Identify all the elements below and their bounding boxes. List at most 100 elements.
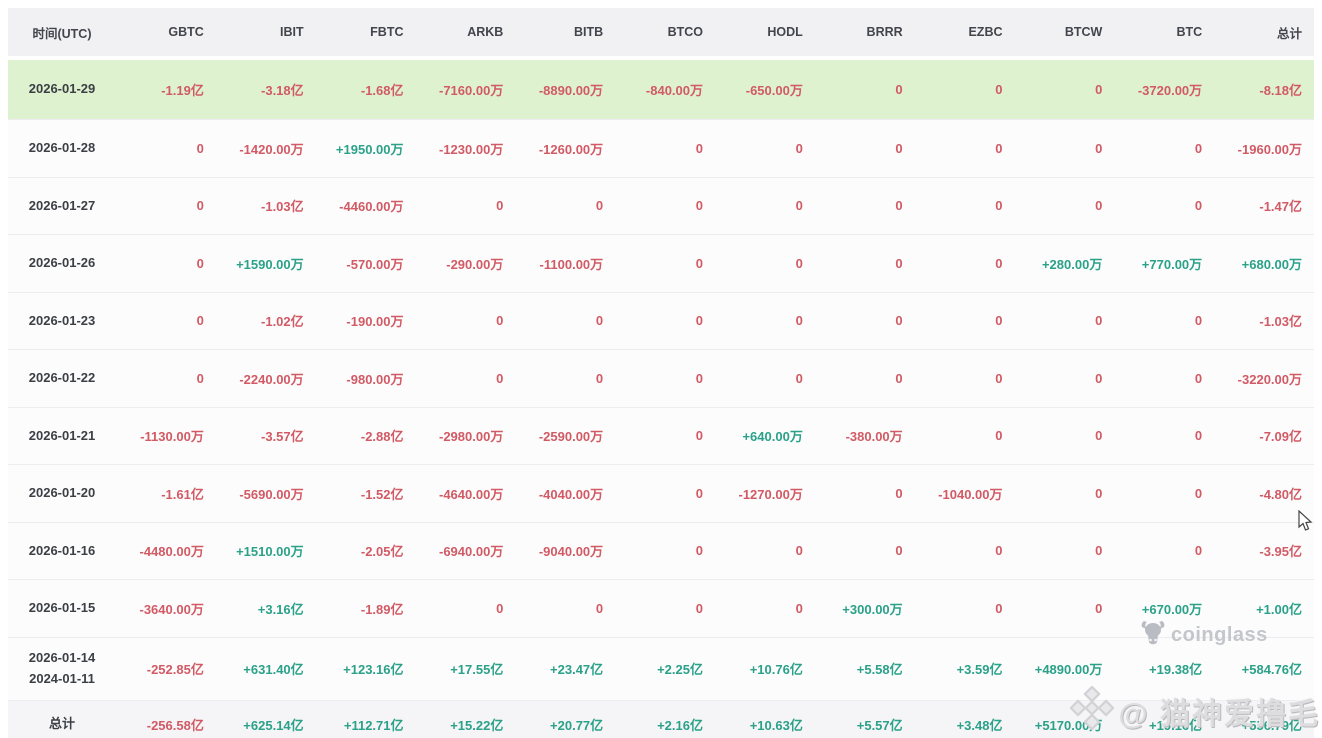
value-cell-btcw: +4890.00万	[1034, 662, 1103, 677]
value-cell-gbtc: 0	[196, 370, 204, 386]
total-row: 总计 -256.58亿 +625.14亿 +112.71亿 +15.22亿 +20.77亿…	[8, 700, 1314, 738]
value-cell-btco: 0	[695, 370, 703, 386]
value-cell-brrr: 0	[895, 198, 903, 214]
value-cell-btc: +19.16亿	[1149, 718, 1203, 733]
value-cell-btco: 0	[695, 428, 703, 444]
value-cell-ezbc: 0	[995, 600, 1003, 616]
value-cell-brrr: 0	[895, 543, 903, 559]
value-cell-fbtc: -2.88亿	[360, 429, 404, 445]
value-cell-ibit: +631.40亿	[243, 662, 304, 677]
value-cell-brrr: +5.57亿	[856, 718, 903, 733]
column-header-bitb[interactable]: BITB	[573, 25, 604, 39]
value-cell-total: +584.76亿	[1241, 662, 1302, 677]
value-cell-bitb: 0	[595, 313, 604, 329]
value-cell-btcw: 0	[1095, 82, 1103, 97]
value-cell-brrr: 0	[895, 82, 903, 97]
value-cell-total: +556.79亿	[1241, 718, 1302, 733]
value-cell-brrr: -380.00万	[845, 429, 903, 445]
value-cell-gbtc: 0	[196, 313, 204, 329]
table-row: 2026-01-28 0 -1420.00万 +1950.00万 -1230.00万 -1…	[8, 120, 1314, 178]
table-row: 2026-01-22 0 -2240.00万 -980.00万 0 0 0 0 0 0 0 0 -322…	[8, 350, 1314, 408]
date-cell: 2026-01-21	[28, 427, 96, 443]
value-cell-arkb: -7160.00万	[439, 83, 504, 98]
value-cell-btco: 0	[695, 140, 703, 156]
value-cell-ezbc: 0	[995, 428, 1003, 444]
column-header-arkb[interactable]: ARKB	[467, 25, 504, 39]
value-cell-ezbc: +3.59亿	[956, 662, 1003, 677]
table-row: 2026-01-29 -1.19亿 -3.18亿 -1.68亿 -7160.00万 -88…	[8, 60, 1314, 120]
value-cell-ibit: -1.03亿	[261, 199, 304, 215]
value-cell-total: -8.18亿	[1259, 83, 1302, 98]
value-cell-ibit: -3.57亿	[261, 429, 304, 445]
value-cell-btcw: +5170.00万	[1034, 718, 1103, 733]
column-header-hodl[interactable]: HODL	[767, 25, 803, 39]
value-cell-btcw: 0	[1095, 600, 1103, 616]
value-cell-total: -3220.00万	[1237, 371, 1302, 387]
value-cell-btc: 0	[1194, 485, 1203, 501]
date-cell: 2026-01-28	[28, 140, 96, 156]
value-cell-total: +1.00亿	[1256, 601, 1302, 617]
value-cell-hodl: 0	[795, 255, 803, 271]
value-cell-gbtc: 0	[196, 255, 204, 271]
value-cell-ibit: -3.18亿	[261, 83, 304, 98]
value-cell-btco: 0	[695, 313, 703, 329]
column-header-total[interactable]: 总计	[1276, 26, 1302, 41]
value-cell-total: -1.47亿	[1259, 199, 1302, 215]
value-cell-arkb: -1230.00万	[439, 141, 504, 157]
value-cell-btcw: +280.00万	[1041, 256, 1103, 272]
value-cell-btcw: 0	[1095, 485, 1103, 501]
table-row: 2026-01-26 0 +1590.00万 -570.00万 -290.00万 -110…	[8, 235, 1314, 293]
date-cell: 2026-01-27	[28, 197, 96, 213]
table-header-row: 时间(UTC) GBTC IBIT FBTC ARKB BITB BTCO HODL BRRR E…	[8, 8, 1314, 56]
table-body: 2026-01-29 -1.19亿 -3.18亿 -1.68亿 -7160.00万 -88…	[8, 60, 1314, 738]
table-row: 2026-01-21 -1130.00万 -3.57亿 -2.88亿 -2980.00万…	[8, 407, 1314, 465]
value-cell-hodl: 0	[795, 198, 803, 214]
value-cell-btcw: 0	[1095, 370, 1103, 386]
value-cell-fbtc: -1.89亿	[360, 601, 404, 617]
value-cell-gbtc: -1.19亿	[161, 83, 204, 98]
value-cell-btc: -3720.00万	[1137, 83, 1203, 98]
column-header-brrr[interactable]: BRRR	[866, 25, 903, 39]
value-cell-total: -4.80亿	[1259, 486, 1302, 502]
value-cell-bitb: 0	[595, 600, 604, 616]
value-cell-arkb: 0	[496, 313, 504, 329]
value-cell-bitb: -2590.00万	[538, 429, 604, 445]
table-row: 2026-01-23 0 -1.02亿 -190.00万 0 0 0 0 0 0 0 0 -1.03亿	[8, 292, 1314, 350]
value-cell-total: -1.03亿	[1259, 314, 1302, 330]
value-cell-ibit: -2240.00万	[239, 371, 304, 387]
value-cell-ibit: -1420.00万	[239, 141, 304, 157]
value-cell-brrr: 0	[895, 140, 903, 156]
value-cell-ezbc: 0	[995, 198, 1003, 214]
value-cell-gbtc: 0	[196, 140, 204, 156]
value-cell-bitb: +23.47亿	[550, 662, 604, 677]
value-cell-hodl: -650.00万	[745, 83, 803, 98]
value-cell-fbtc: -190.00万	[346, 314, 404, 330]
value-cell-btco: +2.16亿	[657, 718, 703, 733]
value-cell-arkb: -290.00万	[446, 256, 504, 272]
column-header-btc[interactable]: BTC	[1176, 25, 1203, 39]
value-cell-brrr: +5.58亿	[856, 662, 903, 677]
value-cell-btc: 0	[1194, 370, 1203, 386]
column-header-btcw[interactable]: BTCW	[1064, 25, 1103, 39]
value-cell-arkb: 0	[496, 198, 504, 214]
value-cell-gbtc: -4480.00万	[139, 544, 204, 560]
value-cell-btco: 0	[695, 543, 703, 559]
value-cell-gbtc: 0	[196, 198, 204, 214]
column-header-gbtc[interactable]: GBTC	[168, 25, 204, 39]
date-cell: 2026-01-15	[28, 600, 96, 616]
column-header-fbtc[interactable]: FBTC	[370, 25, 404, 39]
column-header-btco[interactable]: BTCO	[667, 25, 703, 39]
table-row: 2026-01-20 -1.61亿 -5690.00万 -1.52亿 -4640.00万…	[8, 465, 1314, 523]
value-cell-total: +680.00万	[1241, 256, 1302, 272]
value-cell-btco: +2.25亿	[657, 662, 703, 677]
value-cell-btc: 0	[1194, 428, 1203, 444]
date-cell: 2026-01-20	[28, 485, 96, 501]
column-header-ezbc[interactable]: EZBC	[968, 25, 1003, 39]
column-header-ibit[interactable]: IBIT	[280, 25, 304, 39]
value-cell-btco: 0	[695, 255, 703, 271]
value-cell-btcw: 0	[1095, 198, 1103, 214]
value-cell-btcw: 0	[1095, 543, 1103, 559]
total-label: 总计	[48, 716, 75, 732]
value-cell-ibit: +1510.00万	[236, 544, 304, 560]
column-header-time[interactable]: 时间(UTC)	[32, 26, 92, 41]
